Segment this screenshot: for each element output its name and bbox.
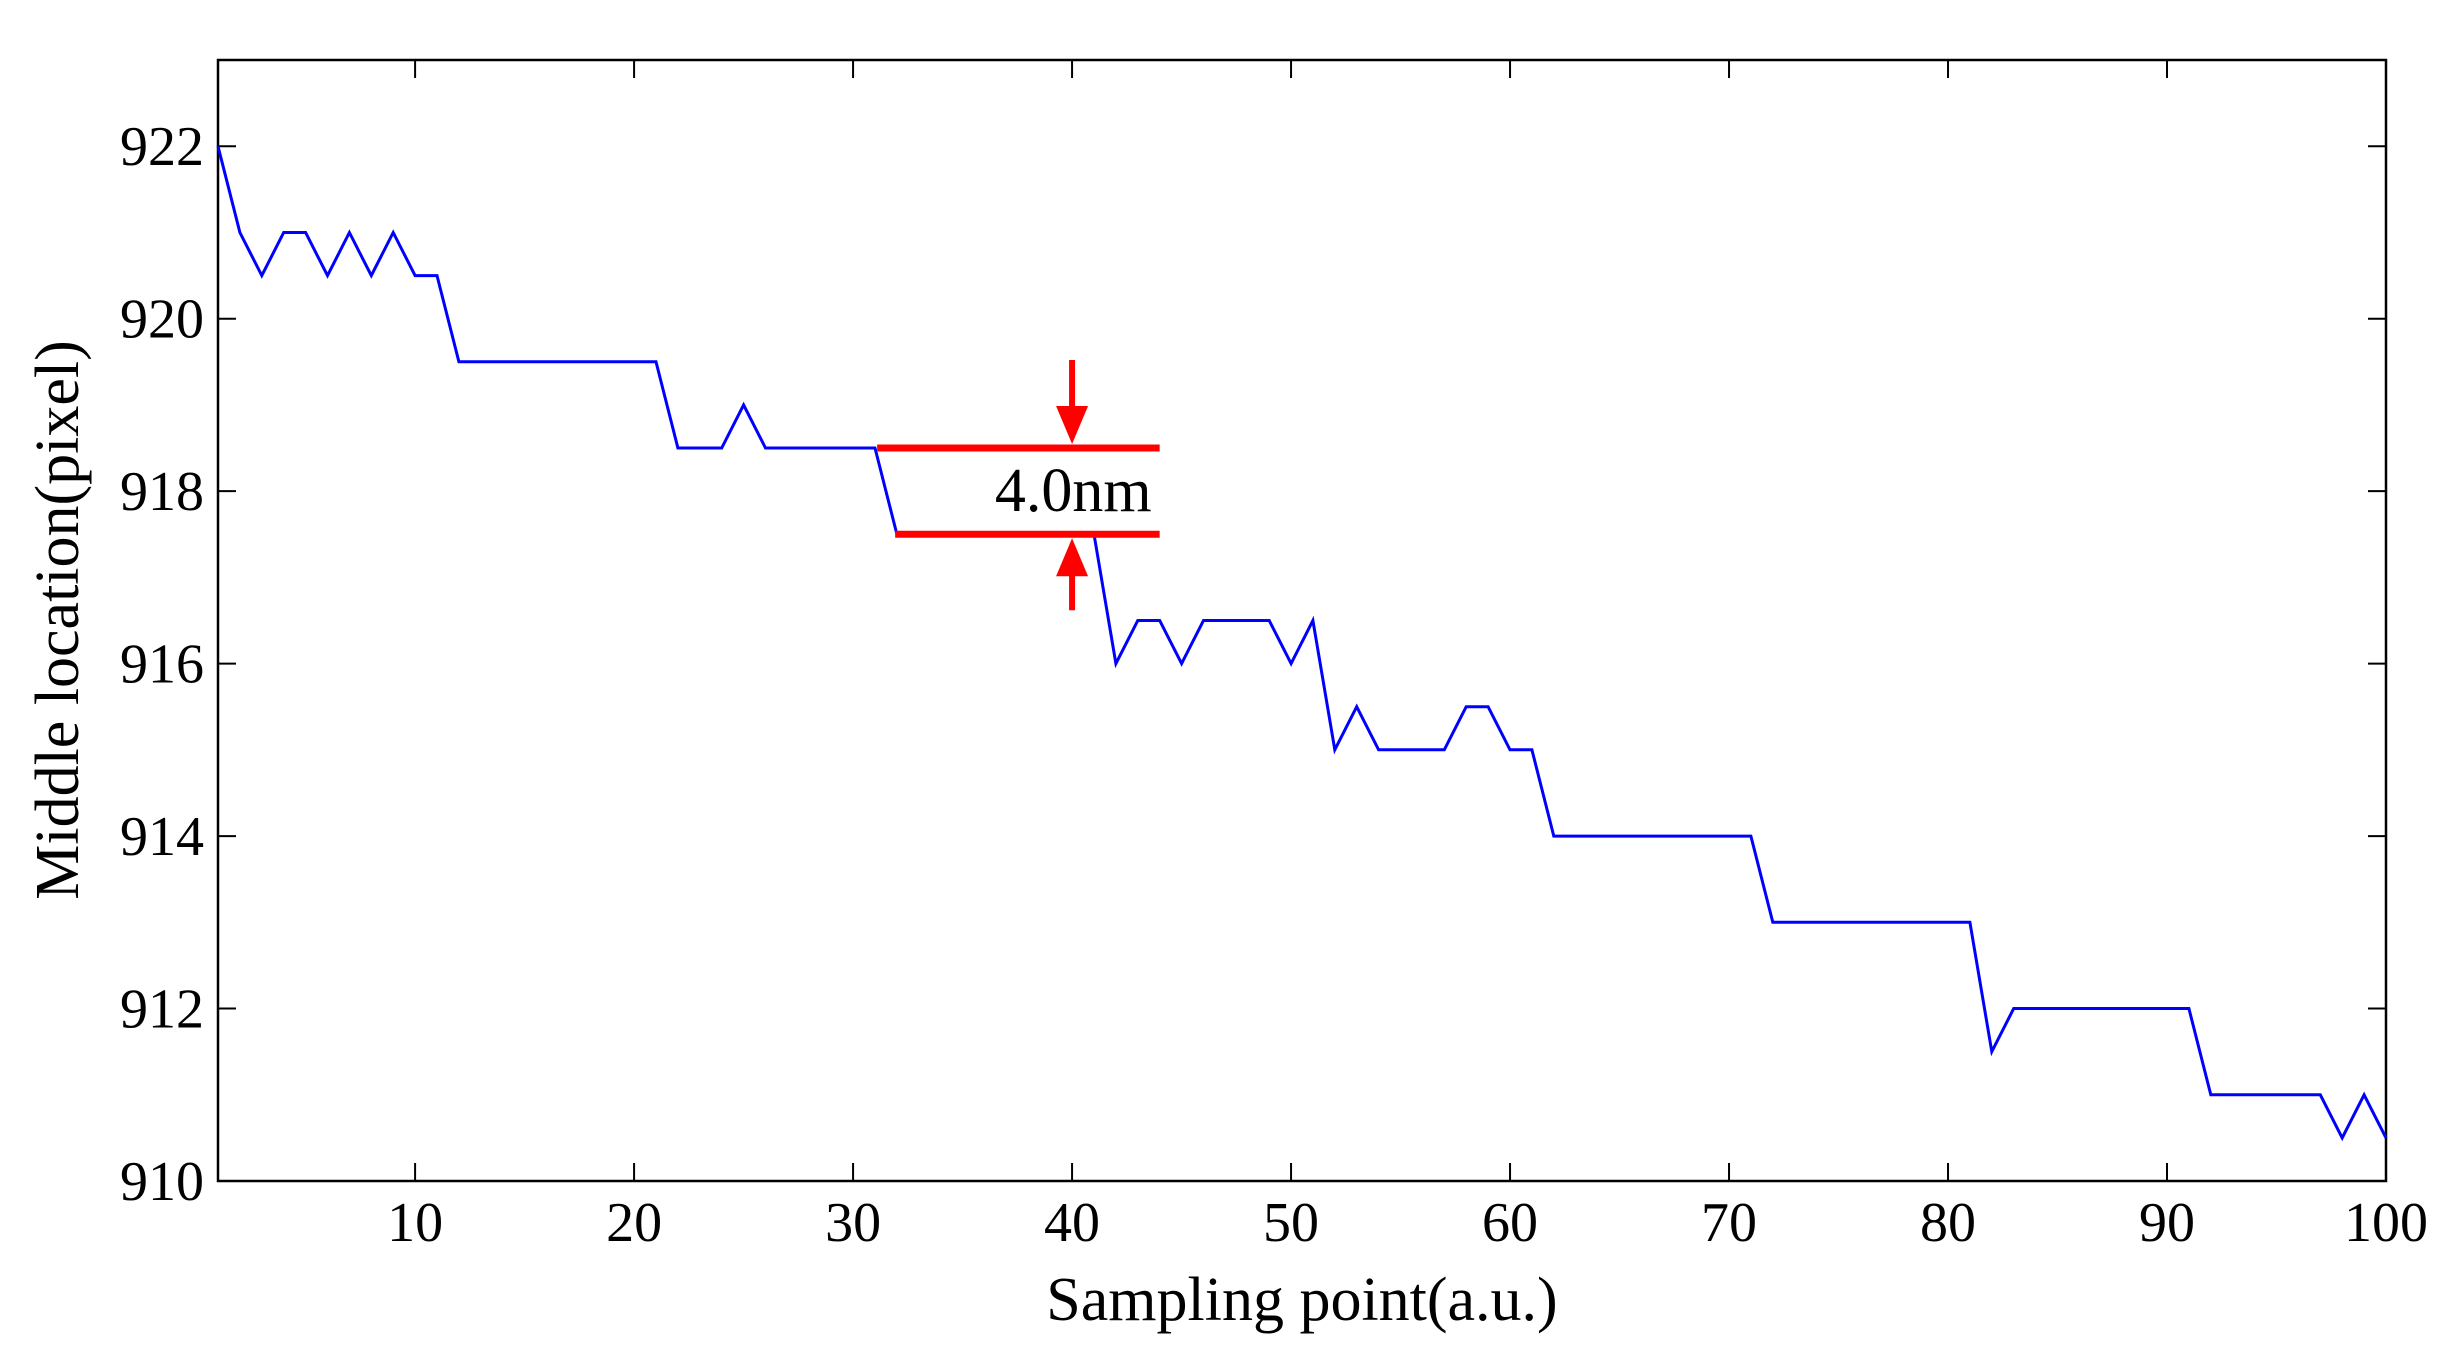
y-tick-label: 918 bbox=[120, 461, 204, 523]
annotation-up-arrow-head bbox=[1056, 538, 1089, 577]
x-tick-label: 20 bbox=[606, 1192, 662, 1254]
x-tick-label: 100 bbox=[2344, 1192, 2428, 1254]
plot-frame bbox=[216, 58, 2388, 1183]
x-tick-label: 10 bbox=[387, 1192, 443, 1254]
y-tick-label: 912 bbox=[120, 979, 204, 1041]
x-tick-label: 60 bbox=[1482, 1192, 1538, 1254]
y-axis: 910 912 914 916 918 920 922 bbox=[120, 116, 2386, 1213]
annotation-down-arrow-head bbox=[1056, 406, 1089, 445]
x-tick-label: 30 bbox=[825, 1192, 881, 1254]
y-tick-label: 914 bbox=[120, 806, 204, 868]
x-axis-title: Sampling point(a.u.) bbox=[1046, 1266, 1557, 1334]
x-axis: 10 20 30 40 50 60 70 80 90 100 bbox=[387, 60, 2428, 1254]
y-axis-title: Middle location(pixel) bbox=[24, 340, 92, 900]
y-tick-label: 920 bbox=[120, 289, 204, 351]
x-tick-label: 80 bbox=[1920, 1192, 1976, 1254]
annotation-4nm: 4.0nm bbox=[877, 360, 1160, 611]
data-series-line bbox=[216, 145, 2388, 1142]
x-tick-label: 70 bbox=[1701, 1192, 1757, 1254]
y-tick-label: 910 bbox=[120, 1151, 204, 1213]
y-tick-label: 916 bbox=[120, 634, 204, 696]
y-tick-label: 922 bbox=[120, 116, 204, 178]
annotation-label: 4.0nm bbox=[995, 457, 1152, 525]
x-tick-label: 40 bbox=[1044, 1192, 1100, 1254]
x-tick-label: 90 bbox=[2139, 1192, 2195, 1254]
x-tick-label: 50 bbox=[1263, 1192, 1319, 1254]
